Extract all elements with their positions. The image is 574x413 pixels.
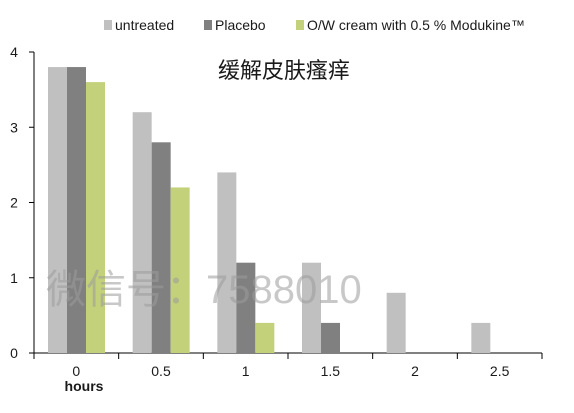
bar-2-0 xyxy=(67,67,86,354)
bar-1-1 xyxy=(217,172,237,353)
y-tick-label: 0 xyxy=(10,345,18,361)
y-ticks: 0 1 2 3 4 xyxy=(10,44,34,361)
bar-2-1 xyxy=(236,262,256,353)
watermark-text: 微信号：7588010 xyxy=(46,268,362,312)
x-tick-label: 2.5 xyxy=(490,363,510,379)
legend-label: untreated xyxy=(115,17,174,33)
x-ticks: 0 0.5 1 1.5 2 2.5 xyxy=(33,353,543,379)
bar-1-2.5 xyxy=(471,322,491,353)
x-tick-label: 0.5 xyxy=(151,363,171,379)
x-axis-label: hours xyxy=(65,378,104,394)
bar-1-0 xyxy=(48,67,67,354)
x-tick-label: 1 xyxy=(242,363,250,379)
bars xyxy=(48,67,491,354)
legend-label: O/W cream with 0.5 % Modukine™ xyxy=(307,17,525,33)
bar-2-1.5 xyxy=(321,322,340,353)
bar-2-0.5 xyxy=(151,142,171,353)
x-tick-label: 2 xyxy=(411,363,419,379)
legend-swatch xyxy=(104,20,112,30)
chart-title: 缓解皮肤瘙痒 xyxy=(218,58,350,83)
y-tick-label: 1 xyxy=(10,270,18,286)
y-tick-label: 2 xyxy=(10,195,18,211)
x-tick-label: 1.5 xyxy=(321,363,341,379)
legend: untreated Placebo O/W cream with 0.5 % Mod… xyxy=(104,17,525,33)
legend-swatch xyxy=(296,20,304,30)
bar-1-0.5 xyxy=(132,112,152,353)
bar-1-2 xyxy=(386,292,406,353)
y-tick-label: 4 xyxy=(10,44,18,60)
y-tick-label: 3 xyxy=(10,119,18,135)
bar-3-0 xyxy=(86,82,105,353)
bar-1-1.5 xyxy=(302,262,321,353)
legend-label: Placebo xyxy=(215,17,266,33)
x-tick-label: 0 xyxy=(72,363,80,379)
bar-3-0.5 xyxy=(170,187,190,353)
legend-swatch xyxy=(204,20,212,30)
bar-3-1 xyxy=(255,322,275,353)
